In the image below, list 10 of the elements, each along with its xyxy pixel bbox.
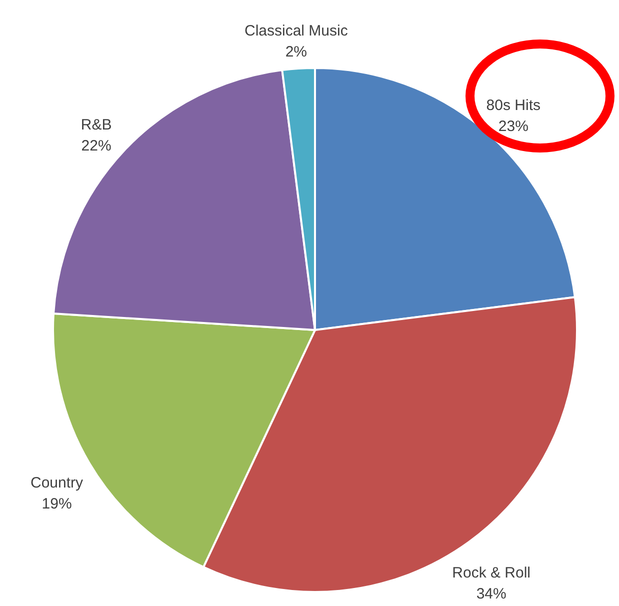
slice-label: 80s Hits [486,96,540,114]
slice-label: R&B [80,116,112,134]
data-label: 2% [285,44,308,61]
data-label: 19% [42,496,72,513]
slice-label: Classical Music [244,22,348,40]
slice-label: Country [30,474,84,492]
data-label: 22% [81,138,112,155]
data-label: 23% [498,118,528,135]
slice-label: Rock & Roll [452,564,531,582]
data-label: 34% [476,586,506,603]
